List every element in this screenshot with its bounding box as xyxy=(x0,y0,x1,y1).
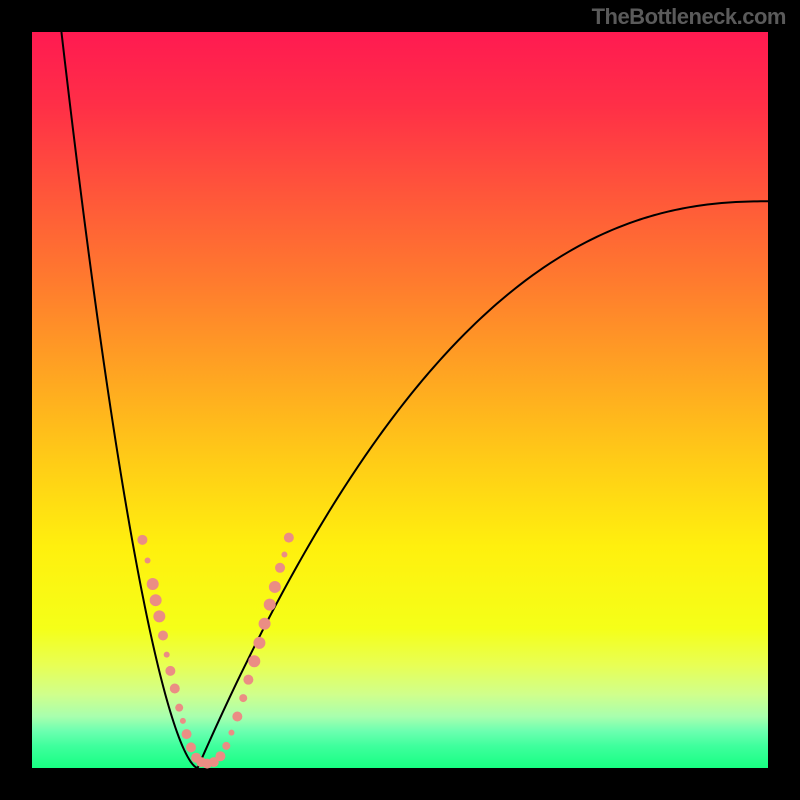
scatter-point xyxy=(232,711,242,721)
scatter-point xyxy=(281,552,287,558)
scatter-point xyxy=(228,730,234,736)
scatter-point xyxy=(170,684,180,694)
scatter-point xyxy=(147,578,159,590)
scatter-point xyxy=(165,666,175,676)
scatter-point xyxy=(137,535,147,545)
scatter-point xyxy=(215,751,225,761)
watermark-text: TheBottleneck.com xyxy=(592,4,786,30)
scatter-point xyxy=(186,742,196,752)
scatter-point xyxy=(248,655,260,667)
scatter-point xyxy=(264,599,276,611)
gradient-background xyxy=(32,32,768,768)
scatter-point xyxy=(243,675,253,685)
scatter-point xyxy=(180,718,186,724)
scatter-point xyxy=(239,694,247,702)
scatter-point xyxy=(182,729,192,739)
bottleneck-chart xyxy=(0,0,800,800)
scatter-point xyxy=(253,637,265,649)
scatter-point xyxy=(175,704,183,712)
scatter-point xyxy=(259,618,271,630)
scatter-point xyxy=(275,563,285,573)
scatter-point xyxy=(164,652,170,658)
scatter-point xyxy=(222,742,230,750)
chart-container: TheBottleneck.com xyxy=(0,0,800,800)
scatter-point xyxy=(158,631,168,641)
scatter-point xyxy=(269,581,281,593)
scatter-point xyxy=(153,610,165,622)
scatter-point xyxy=(284,533,294,543)
scatter-point xyxy=(150,594,162,606)
scatter-point xyxy=(145,557,151,563)
